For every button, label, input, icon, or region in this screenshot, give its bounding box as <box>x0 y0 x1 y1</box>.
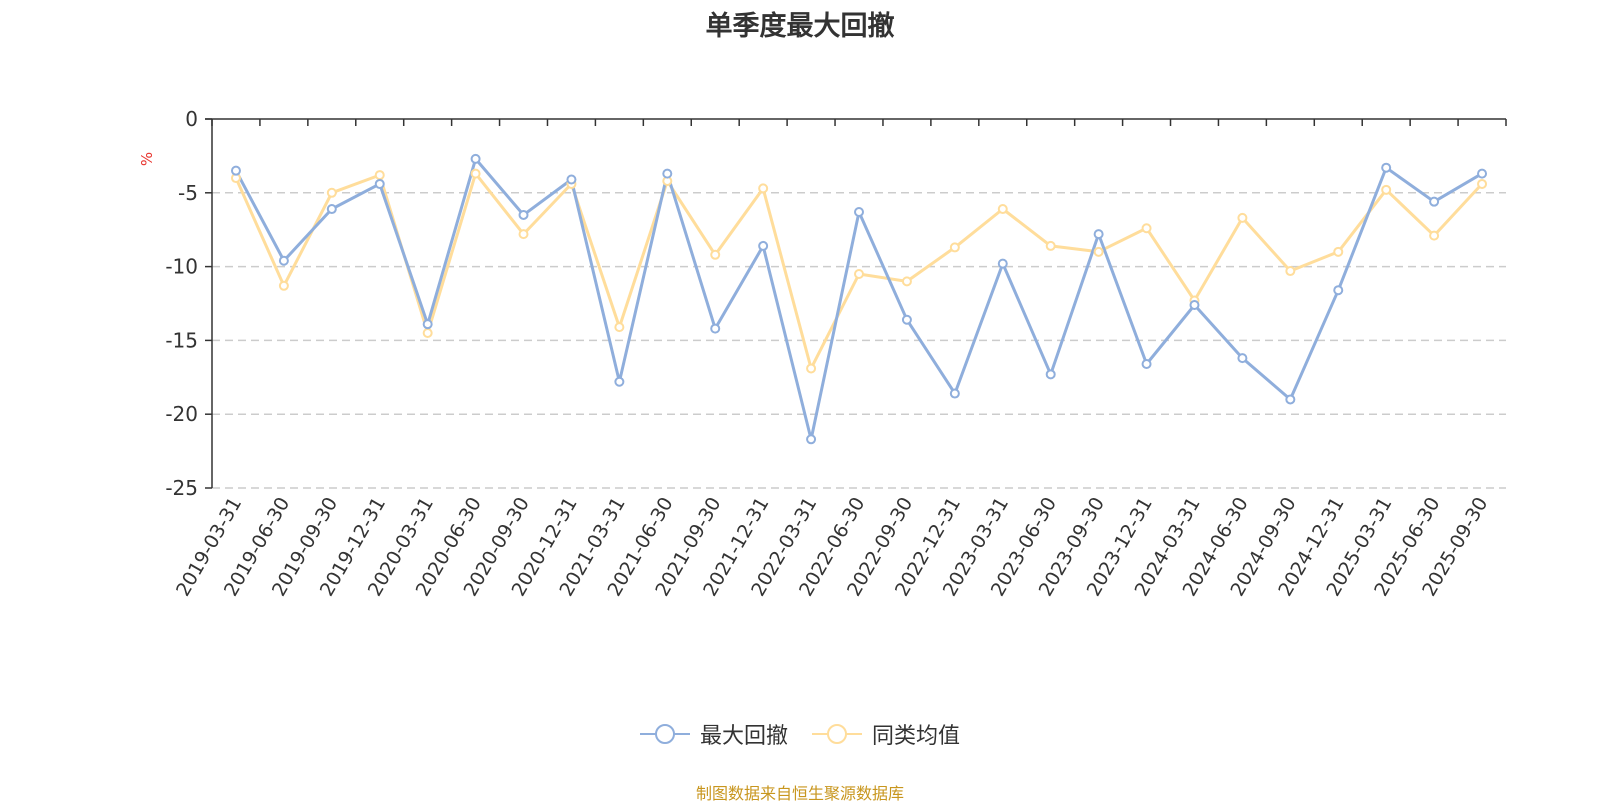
chart-title: 单季度最大回撤 <box>705 11 895 42</box>
data-point-peer-average <box>374 170 385 181</box>
data-point-drawdown <box>1429 196 1440 207</box>
data-point-drawdown <box>806 434 817 445</box>
data-point-drawdown <box>854 206 864 217</box>
data-point-drawdown <box>1285 394 1296 405</box>
data-point-peer-average <box>1141 223 1152 234</box>
series-lines <box>234 157 1484 441</box>
data-point-peer-average <box>806 363 817 374</box>
series-line-drawdown <box>234 157 1483 441</box>
line-chart: 0-5-10-15-20-252019-03-312019-06-302019-… <box>138 107 1507 600</box>
data-point-drawdown <box>422 319 433 330</box>
data-point-peer-average <box>1045 240 1056 251</box>
legend-item-peer-average[interactable]: 同类均值 <box>812 718 960 750</box>
circle-line-icon <box>812 721 862 747</box>
data-point-peer-average <box>1477 178 1488 189</box>
data-point-drawdown <box>710 323 721 334</box>
data-point-peer-average <box>1429 230 1440 241</box>
series-markers <box>230 153 1488 445</box>
y-tick-label: -10 <box>165 255 198 279</box>
legend-label-peer-average: 同类均值 <box>872 724 961 749</box>
data-point-drawdown <box>662 168 673 179</box>
data-point-drawdown <box>614 376 625 387</box>
data-point-peer-average <box>1237 212 1248 223</box>
data-point-drawdown <box>326 204 337 215</box>
data-point-peer-average <box>997 204 1008 215</box>
data-point-peer-average <box>710 249 721 260</box>
data-point-peer-average <box>278 280 289 291</box>
data-point-drawdown <box>470 153 481 164</box>
data-point-drawdown <box>1141 359 1152 370</box>
data-point-drawdown <box>1381 162 1392 173</box>
y-tick-label: 0 <box>185 107 198 131</box>
data-point-peer-average <box>470 168 481 179</box>
data-point-drawdown <box>1477 168 1488 179</box>
y-axis-unit-label: % <box>138 152 156 166</box>
data-point-drawdown <box>1093 229 1104 240</box>
circle-line-icon <box>639 721 690 747</box>
data-point-peer-average <box>422 328 433 339</box>
data-point-peer-average <box>1285 266 1296 277</box>
legend-item-drawdown[interactable]: 最大回撤 <box>639 718 788 750</box>
legend-label-drawdown: 最大回撤 <box>699 724 788 749</box>
data-point-peer-average <box>326 187 337 198</box>
data-point-drawdown <box>1237 353 1248 364</box>
grid-lines <box>212 192 1506 489</box>
data-point-peer-average <box>518 229 529 240</box>
data-point-drawdown <box>1333 285 1344 296</box>
source-note: 制图数据来自恒生聚源数据库 <box>695 784 904 803</box>
y-tick-label: -5 <box>178 181 198 205</box>
data-point-drawdown <box>758 240 769 251</box>
data-point-peer-average <box>614 322 625 333</box>
data-point-drawdown <box>997 258 1008 269</box>
data-point-drawdown <box>230 165 241 176</box>
legend: 最大回撤 同类均值 <box>0 718 1600 750</box>
data-point-peer-average <box>758 183 769 194</box>
data-point-drawdown <box>949 388 960 399</box>
data-point-drawdown <box>1189 299 1200 310</box>
data-point-drawdown <box>518 209 529 220</box>
y-tick-label: -20 <box>165 402 198 426</box>
data-point-drawdown <box>1045 369 1056 380</box>
data-point-peer-average <box>901 276 912 287</box>
data-point-peer-average <box>1093 246 1104 257</box>
data-point-drawdown <box>374 178 385 189</box>
y-tick-label: -15 <box>165 328 198 352</box>
data-point-peer-average <box>1381 184 1392 195</box>
data-point-drawdown <box>566 174 577 185</box>
data-point-peer-average <box>949 242 960 253</box>
data-point-drawdown <box>278 255 289 266</box>
data-point-peer-average <box>1333 246 1344 257</box>
y-tick-label: -25 <box>165 476 198 500</box>
data-point-peer-average <box>854 268 864 279</box>
data-point-drawdown <box>901 314 912 325</box>
